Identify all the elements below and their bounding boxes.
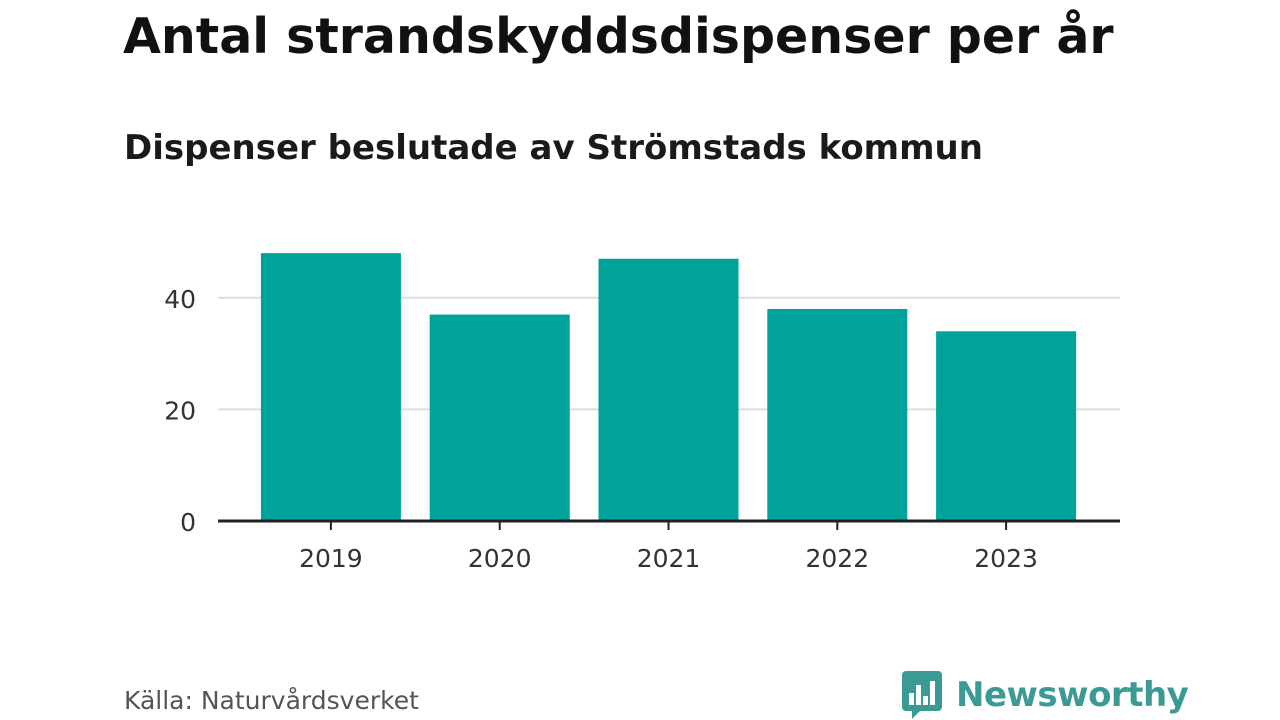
x-tick-label: 2020 — [468, 544, 532, 573]
brand-logo: Newsworthy — [902, 671, 1189, 719]
x-tick-label: 2019 — [299, 544, 363, 573]
y-tick-label: 0 — [180, 508, 196, 537]
chart-subtitle: Dispenser beslutade av Strömstads kommun — [124, 128, 983, 168]
x-tick-label: 2023 — [974, 544, 1038, 573]
x-tick-label: 2021 — [637, 544, 701, 573]
y-tick-label: 40 — [164, 285, 196, 314]
bar-2020 — [429, 314, 570, 521]
bar-chart-speech-bubble-icon — [902, 671, 942, 719]
bar-2019 — [260, 253, 401, 521]
y-tick-label: 20 — [164, 396, 196, 425]
chart-title: Antal strandskyddsdispenser per år — [123, 8, 1114, 65]
bar-2021 — [598, 258, 739, 521]
bar-2023 — [936, 331, 1077, 521]
source-note: Källa: Naturvårdsverket — [124, 686, 419, 715]
x-tick-label: 2022 — [805, 544, 869, 573]
bar-2022 — [767, 308, 908, 521]
brand-name: Newsworthy — [956, 675, 1189, 715]
